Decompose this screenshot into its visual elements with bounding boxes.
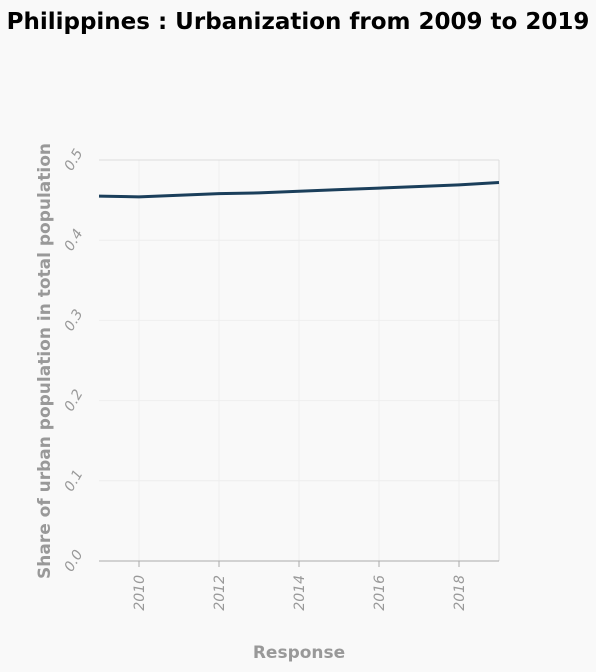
- y-tick-labels: 0.0 0.1 0.2 0.3 0.4 0.5: [62, 146, 87, 574]
- y-axis-title: Share of urban population in total popul…: [35, 143, 55, 579]
- series-line: [98, 180, 500, 199]
- x-tick-label: 2016: [372, 575, 388, 611]
- x-tick-labels: 2010 2012 2014 2016 2018: [132, 575, 468, 611]
- x-tick-label: 2014: [292, 575, 308, 611]
- series-layer: [98, 180, 500, 199]
- y-tick-label: 0.1: [62, 467, 87, 494]
- grid-lines: [99, 159, 499, 561]
- axes: [99, 159, 500, 567]
- y-tick-label: 0.4: [62, 227, 87, 254]
- x-tick-label: 2012: [212, 575, 228, 611]
- chart-title: Philippines : Urbanization from 2009 to …: [6, 9, 590, 35]
- y-tick-label: 0.2: [62, 387, 87, 414]
- y-tick-label: 0.0: [62, 547, 87, 574]
- x-tick-label: 2018: [452, 575, 468, 611]
- x-tick-label: 2010: [132, 575, 148, 611]
- y-tick-label: 0.3: [62, 307, 87, 334]
- y-tick-label: 0.5: [62, 146, 87, 173]
- x-axis-title: Response: [253, 643, 345, 663]
